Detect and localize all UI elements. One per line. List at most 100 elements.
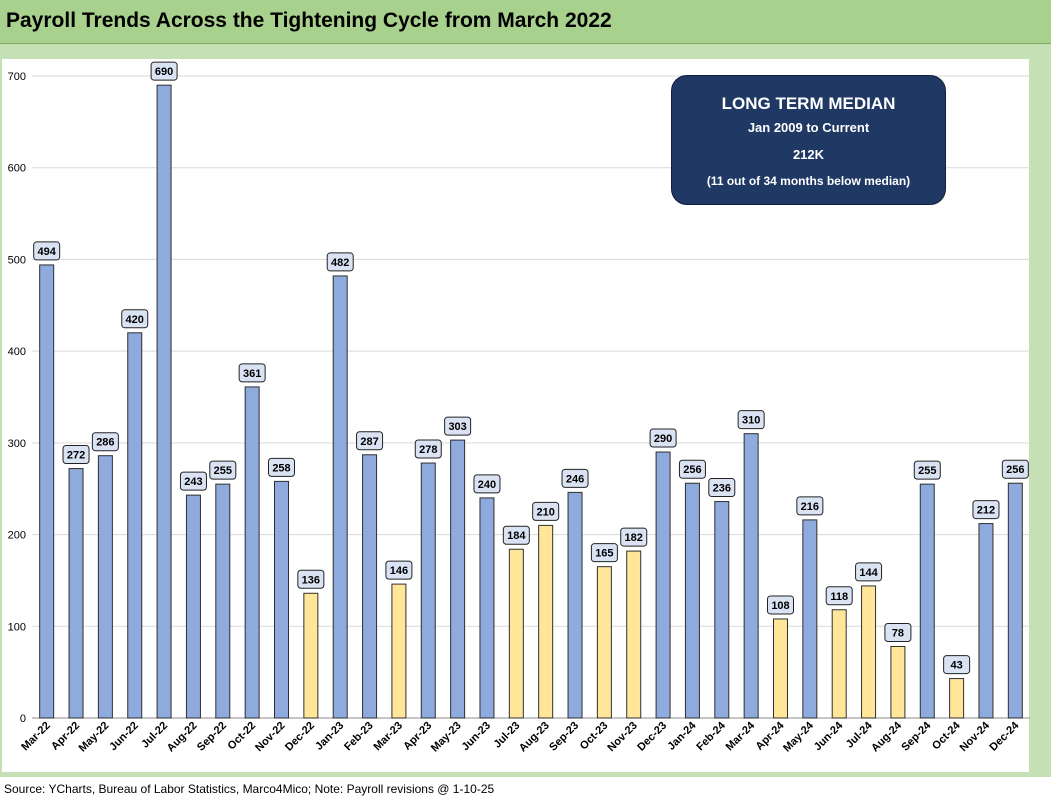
median-period: Jan 2009 to Current	[747, 120, 870, 135]
y-tick-label: 400	[8, 346, 26, 358]
data-label-box	[767, 595, 794, 615]
bar	[97, 455, 113, 719]
bar	[919, 483, 935, 719]
data-label-box	[913, 460, 941, 480]
data-label-box	[1001, 459, 1029, 479]
data-label: 287	[360, 436, 378, 448]
bar	[156, 84, 172, 719]
median-callout-box: LONG TERM MEDIAN Jan 2009 to Current 212…	[671, 75, 946, 205]
data-label-box	[444, 416, 472, 436]
median-value: 212K	[792, 147, 825, 162]
bar	[450, 439, 466, 719]
data-label-box	[121, 309, 149, 329]
x-tick-label: Nov-24	[958, 719, 993, 754]
data-label-box	[737, 410, 765, 430]
data-label: 255	[214, 465, 232, 477]
x-tick-label: Jun-24	[812, 719, 846, 753]
data-label: 240	[478, 479, 496, 491]
data-label-box	[590, 543, 618, 563]
bar	[831, 609, 847, 719]
x-tick-label: Oct-23	[578, 720, 611, 753]
bar	[714, 501, 730, 719]
bar	[684, 482, 700, 719]
bar	[68, 468, 84, 719]
bar	[949, 678, 965, 719]
data-label: 258	[272, 462, 290, 474]
data-label-box	[326, 252, 354, 272]
data-label-box	[473, 474, 501, 494]
data-label-box	[179, 471, 207, 491]
bar	[596, 566, 612, 719]
x-tick-label: Jan-24	[665, 719, 699, 753]
x-tick-label: Jan-23	[313, 720, 346, 753]
data-label-box	[268, 457, 295, 477]
bar	[773, 618, 788, 719]
bar	[626, 550, 642, 719]
data-label-box	[385, 560, 413, 580]
bar	[391, 583, 407, 719]
data-label: 246	[566, 473, 584, 485]
x-tick-label: Dec-23	[635, 720, 669, 754]
x-tick-label: Jun-22	[107, 720, 141, 754]
data-label: 256	[683, 464, 701, 476]
bar	[978, 523, 994, 719]
y-tick-label: 0	[20, 713, 26, 725]
data-label: 286	[96, 437, 114, 449]
bar	[890, 645, 906, 719]
x-tick-label: Mar-23	[371, 720, 405, 754]
y-tick-label: 100	[8, 621, 26, 633]
source-note: Source: YCharts, Bureau of Labor Statist…	[4, 782, 495, 796]
x-tick-label: Sep-23	[547, 720, 581, 754]
data-label: 243	[184, 476, 202, 488]
data-label: 690	[155, 66, 173, 78]
x-tick-label: May-24	[781, 719, 816, 754]
data-label: 43	[950, 660, 962, 672]
data-label-box	[532, 501, 560, 521]
x-tick-label: Aug-22	[165, 720, 200, 755]
data-label-box	[356, 431, 384, 451]
data-label: 78	[892, 627, 904, 639]
data-label-box	[708, 478, 736, 498]
data-label-box	[855, 562, 883, 582]
data-label: 290	[654, 433, 672, 445]
data-label-box	[91, 432, 119, 452]
data-label-box	[502, 525, 530, 545]
y-tick-label: 300	[8, 438, 26, 450]
median-title: LONG TERM MEDIAN	[721, 94, 896, 113]
data-label: 118	[830, 591, 848, 603]
bar	[127, 332, 143, 719]
data-label-box	[297, 569, 325, 589]
data-label-box	[150, 61, 178, 81]
bar	[479, 497, 495, 719]
x-tick-label: May-22	[77, 720, 112, 755]
data-label-box	[678, 459, 706, 479]
x-tick-label: Dec-24	[987, 719, 1022, 754]
data-label-box	[561, 468, 589, 488]
data-label-box	[972, 500, 1000, 520]
data-label-box	[796, 496, 824, 516]
bar	[567, 491, 583, 719]
data-label: 136	[302, 574, 320, 586]
data-label: 216	[801, 501, 819, 513]
data-label-box	[238, 363, 266, 383]
data-label-box	[884, 622, 912, 642]
data-label-box	[62, 445, 90, 465]
y-tick-label: 500	[8, 254, 26, 266]
data-label-box	[649, 428, 677, 448]
x-tick-label: Nov-23	[605, 720, 639, 754]
x-tick-label: Oct-22	[226, 720, 259, 753]
bar	[743, 433, 759, 719]
data-label: 146	[390, 565, 408, 577]
bar	[215, 483, 231, 719]
x-tick-label: Aug-23	[517, 720, 552, 755]
x-tick-label: Feb-24	[694, 719, 728, 753]
x-tick-label: Sep-22	[195, 720, 229, 754]
bar	[274, 480, 289, 719]
data-label-box	[33, 241, 61, 261]
bar	[244, 386, 260, 719]
bar	[420, 462, 436, 719]
data-label-box	[209, 460, 237, 480]
data-label: 182	[625, 532, 643, 544]
data-label: 482	[331, 257, 349, 269]
